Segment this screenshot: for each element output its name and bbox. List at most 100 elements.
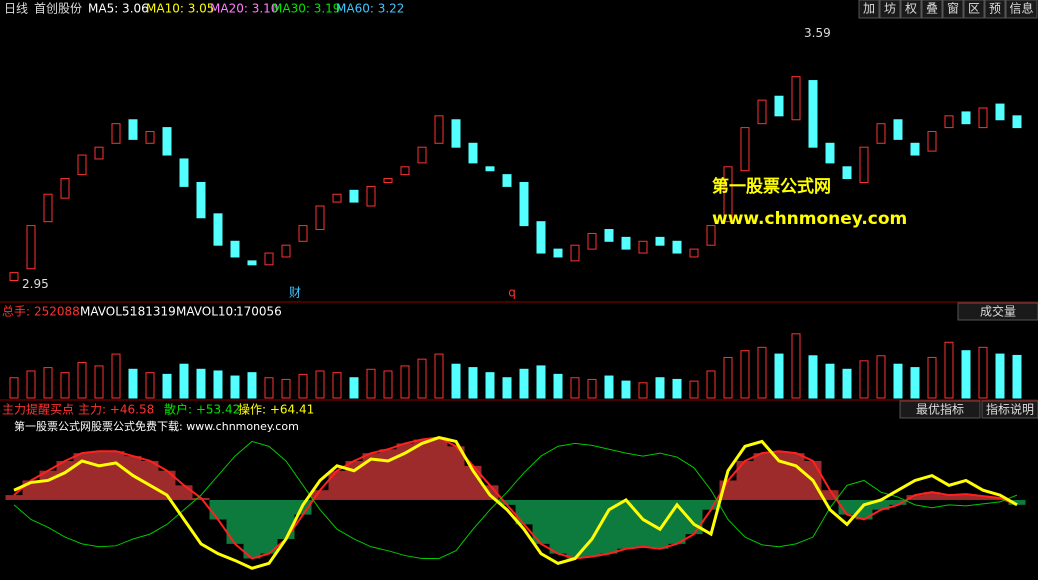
candle-body xyxy=(230,240,240,258)
candle-body xyxy=(383,178,393,183)
candle-body xyxy=(757,99,767,125)
candle-body xyxy=(111,123,121,144)
indicator-button[interactable] xyxy=(899,400,981,419)
volume-bar xyxy=(910,367,920,399)
indicator-button-label[interactable]: 最优指标 xyxy=(916,402,964,417)
candle-body xyxy=(553,248,563,258)
volume-bar xyxy=(808,355,818,399)
main-force-bar xyxy=(566,499,584,559)
candle-body xyxy=(587,232,597,250)
volume-bar xyxy=(485,372,495,399)
candle-body xyxy=(978,107,988,129)
marker: q xyxy=(508,286,516,300)
indicator-label: 主力: +46.58 xyxy=(78,403,154,417)
main-force-bar xyxy=(311,490,329,500)
main-force-bar xyxy=(413,439,431,500)
ma60: MA60: 3.22 xyxy=(336,2,404,16)
toolbar-button-label[interactable]: 加 xyxy=(863,2,875,16)
candle-body xyxy=(621,236,631,250)
candle-body xyxy=(706,225,716,246)
candle-body xyxy=(842,166,852,180)
volume-bar xyxy=(9,377,19,399)
candle-body xyxy=(366,185,376,207)
toolbar-button-label[interactable]: 坊 xyxy=(884,1,896,16)
main-force-bar xyxy=(651,499,669,549)
candle-body xyxy=(689,248,699,258)
main-force-bar xyxy=(107,451,125,500)
toolbar-button[interactable] xyxy=(921,0,943,19)
toolbar-button[interactable] xyxy=(900,0,922,19)
operate-line xyxy=(13,435,1018,570)
main-force-bar xyxy=(940,495,958,500)
volume-bar xyxy=(978,346,988,399)
candle-body xyxy=(638,240,648,254)
marker: 财 xyxy=(289,286,301,300)
candle-body xyxy=(825,142,835,164)
toolbar-button[interactable] xyxy=(879,0,901,19)
toolbar-button-label[interactable]: 叠 xyxy=(926,2,938,16)
candle-body xyxy=(417,146,427,164)
volume-bar xyxy=(944,341,954,399)
candle-body xyxy=(145,131,155,144)
candle-body xyxy=(876,123,886,144)
main-force-bar xyxy=(226,499,244,544)
candle-body xyxy=(961,111,971,125)
main-force-bar xyxy=(872,499,890,510)
main-force-bar xyxy=(753,453,771,500)
volume-bar xyxy=(366,368,376,399)
volume-bar xyxy=(451,363,461,399)
volume-bar xyxy=(434,353,444,399)
volume-bar xyxy=(60,372,70,399)
toolbar-button[interactable] xyxy=(1005,0,1038,19)
indicator-button[interactable] xyxy=(981,400,1038,419)
candle-body xyxy=(502,174,512,187)
volume-bar xyxy=(43,367,53,399)
retail-line xyxy=(13,440,1018,559)
volume-bar xyxy=(332,372,342,399)
volume-bar xyxy=(621,380,631,399)
toolbar-button-label[interactable]: 预 xyxy=(989,2,1001,16)
volume-bar xyxy=(383,370,393,399)
volume-bar xyxy=(995,353,1005,399)
volume-bar xyxy=(417,358,427,399)
toolbar-button-label[interactable]: 窗 xyxy=(947,2,959,16)
volume-bar xyxy=(196,368,206,399)
candle-body xyxy=(910,142,920,156)
main-force-bar xyxy=(974,496,992,500)
volume-button[interactable] xyxy=(957,302,1038,321)
main-force-bar xyxy=(549,499,567,554)
candle-body xyxy=(162,127,172,156)
main-force-bar xyxy=(175,485,193,500)
volume-bar xyxy=(961,350,971,399)
main-force-bar xyxy=(328,470,346,500)
volume-bar xyxy=(689,380,699,399)
volume-bar xyxy=(315,370,325,399)
candle-body xyxy=(519,181,529,227)
volume-button-label[interactable]: 成交量 xyxy=(980,304,1016,319)
volume-bar xyxy=(893,363,903,399)
toolbar-button-label[interactable]: 信息 xyxy=(1009,1,1033,16)
candle-body xyxy=(723,166,733,223)
candle-body xyxy=(927,131,937,152)
vol-label: 总手: xyxy=(2,305,30,319)
main-force-bar xyxy=(396,443,414,500)
toolbar-button[interactable] xyxy=(963,0,985,19)
toolbar-button-label[interactable]: 权 xyxy=(905,2,917,16)
ma20: MA20: 3.10 xyxy=(210,2,278,16)
toolbar-button[interactable] xyxy=(942,0,964,19)
candle-body xyxy=(196,181,206,219)
vol-value: 181319 xyxy=(130,305,176,319)
volume-bar xyxy=(349,377,359,399)
indicator-title: 主力提醒买点 xyxy=(2,402,74,417)
toolbar-button[interactable] xyxy=(858,0,880,19)
candle-body xyxy=(281,244,291,258)
volume-bar xyxy=(672,378,682,399)
toolbar-button-label[interactable]: 区 xyxy=(968,2,980,16)
vol-value: 252088 xyxy=(34,305,80,319)
toolbar-button[interactable] xyxy=(984,0,1006,19)
indicator-button-label[interactable]: 指标说明 xyxy=(986,402,1034,417)
volume-bar xyxy=(723,356,733,399)
candle-body xyxy=(859,146,869,183)
candle-body xyxy=(26,225,36,270)
